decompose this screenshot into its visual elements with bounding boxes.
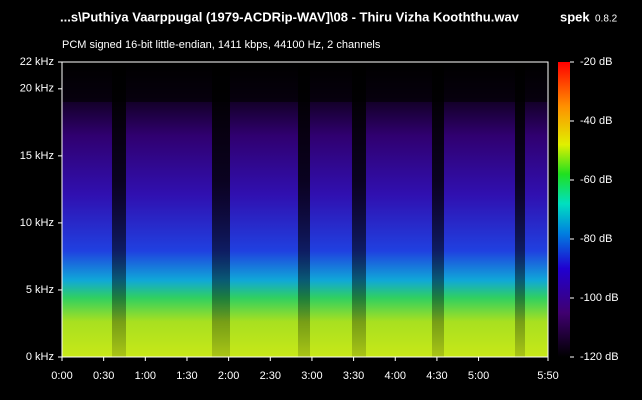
plot-frame <box>61 61 549 358</box>
spectrogram <box>62 62 548 357</box>
app-version: 0.8.2 <box>595 14 618 25</box>
y-tick-label: 5 kHz <box>26 284 54 296</box>
subtitle: PCM signed 16-bit little-endian, 1411 kb… <box>62 39 381 51</box>
spectrogram-gap <box>515 62 525 357</box>
x-tick-label: 0:30 <box>93 370 114 382</box>
y-tick-label: 10 kHz <box>20 217 54 229</box>
chart-title: ...s\Puthiya Vaarppugal (1979-ACDRip-WAV… <box>60 9 520 24</box>
app-name: spek <box>560 9 590 24</box>
x-tick-label: 1:00 <box>135 370 156 382</box>
x-tick-label: 2:00 <box>218 370 239 382</box>
color-tick-label: -100 dB <box>580 292 619 304</box>
y-tick-label: 22 kHz <box>20 56 54 68</box>
color-bar <box>558 62 570 357</box>
x-tick-label: 1:30 <box>176 370 197 382</box>
x-tick-label: 0:00 <box>51 370 72 382</box>
color-tick-label: -20 dB <box>580 56 612 68</box>
color-tick-label: -120 dB <box>580 351 619 363</box>
color-tick-label: -60 dB <box>580 174 612 186</box>
y-tick-label: 20 kHz <box>20 83 54 95</box>
x-tick-label: 5:50 <box>537 370 558 382</box>
spectrogram-gap <box>298 62 310 357</box>
x-tick-label: 3:30 <box>343 370 364 382</box>
x-tick-label: 5:00 <box>468 370 489 382</box>
y-tick-label: 15 kHz <box>20 150 54 162</box>
spectrogram-gap <box>212 62 230 357</box>
x-tick-label: 3:00 <box>301 370 322 382</box>
y-tick-label: 0 kHz <box>26 351 54 363</box>
x-tick-label: 2:30 <box>260 370 281 382</box>
spectrogram-gap <box>432 62 444 357</box>
spectrogram-gap <box>352 62 366 357</box>
x-tick-label: 4:00 <box>385 370 406 382</box>
x-tick-label: 4:30 <box>426 370 447 382</box>
spectrogram-gap <box>112 62 126 357</box>
color-tick-label: -80 dB <box>580 233 612 245</box>
color-tick-label: -40 dB <box>580 115 612 127</box>
